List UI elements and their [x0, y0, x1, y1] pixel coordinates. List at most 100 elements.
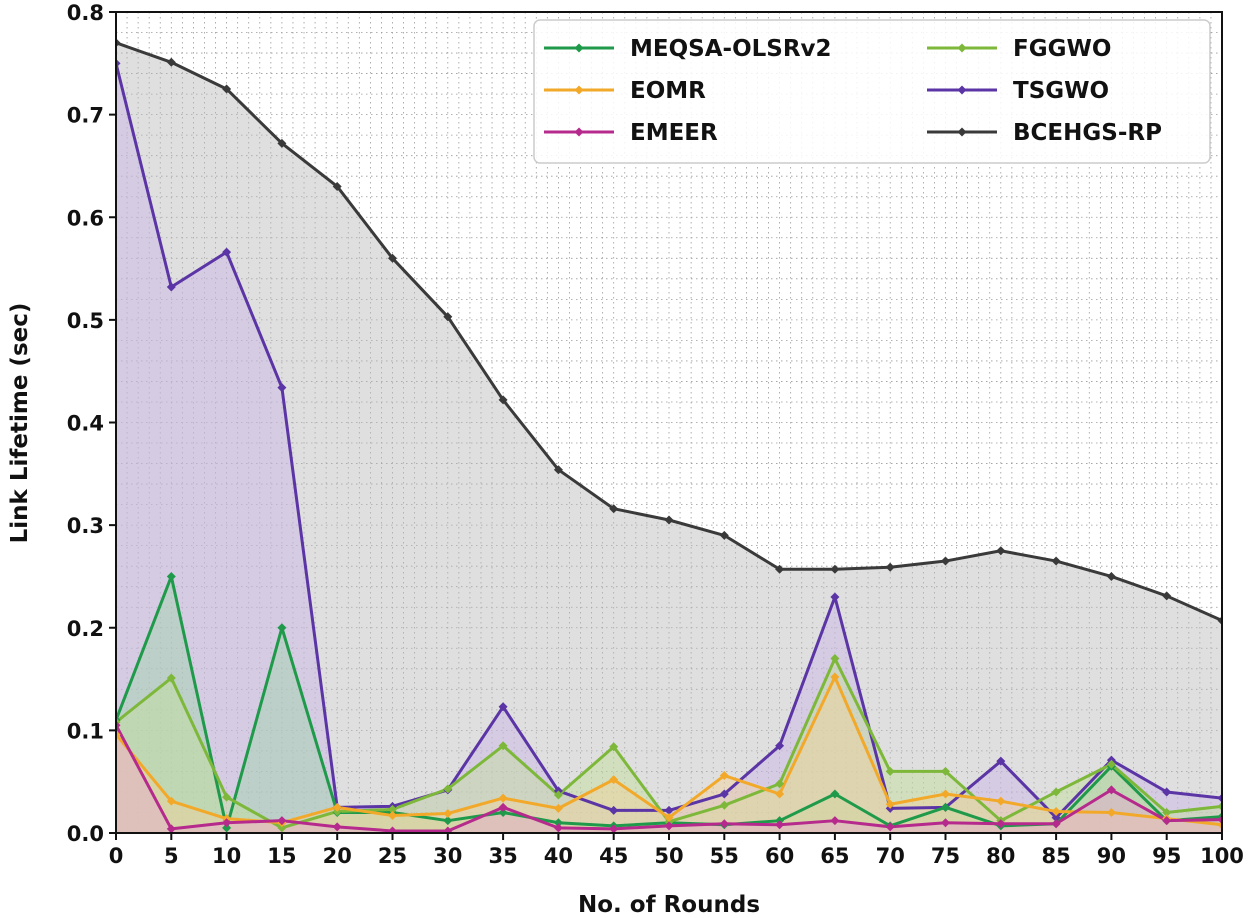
- x-tick-label: 80: [986, 844, 1015, 868]
- point-eomr: [941, 789, 950, 799]
- x-tick-label: 60: [765, 844, 794, 868]
- area-emeer: [116, 725, 1222, 833]
- point-eomr: [388, 811, 397, 821]
- point-tsgwo: [996, 756, 1006, 766]
- point-eomr: [332, 802, 342, 812]
- point-bcehgs-rp: [1162, 591, 1172, 601]
- point-tsgwo: [1162, 787, 1172, 797]
- point-bcehgs-rp: [222, 84, 232, 94]
- point-emeer: [1217, 815, 1222, 825]
- point-meqsa-olsrv2: [166, 571, 176, 581]
- point-fggwo: [1162, 807, 1172, 817]
- area-fggwo: [116, 658, 1222, 833]
- point-bcehgs-rp: [388, 253, 397, 263]
- point-fggwo: [830, 654, 840, 664]
- point-fggwo: [388, 804, 397, 814]
- y-tick-label: 0.2: [67, 617, 104, 641]
- point-tsgwo: [1217, 793, 1222, 803]
- point-eomr: [775, 789, 785, 799]
- series-points: [116, 38, 1222, 833]
- legend-label-eomr: EOMR: [630, 78, 706, 104]
- point-emeer: [885, 822, 895, 832]
- legend-marker-eomr: [574, 85, 584, 95]
- point-meqsa-olsrv2: [222, 823, 232, 833]
- x-tick-label: 75: [931, 844, 960, 868]
- point-bcehgs-rp: [1217, 616, 1222, 626]
- legend-marker-tsgwo: [957, 85, 967, 95]
- x-tick-label: 25: [378, 844, 407, 868]
- x-tick-label: 35: [488, 844, 517, 868]
- point-fggwo: [498, 741, 508, 751]
- y-tick-label: 0.3: [67, 514, 104, 538]
- y-tick-label: 0.0: [67, 822, 104, 846]
- point-bcehgs-rp: [443, 312, 453, 322]
- point-tsgwo: [775, 741, 785, 751]
- area-tsgwo: [116, 63, 1222, 833]
- point-emeer: [609, 824, 619, 833]
- legend-label-emeer: EMEER: [630, 120, 718, 146]
- point-emeer: [277, 816, 287, 826]
- point-bcehgs-rp: [332, 181, 342, 191]
- point-bcehgs-rp: [498, 395, 508, 405]
- x-axis-ticks: 0 5 10 15 20 25 30 35 40 45 50 55 60 65 70 75 80 85 90 95 10…: [109, 833, 1244, 868]
- x-tick-label: 30: [433, 844, 462, 868]
- point-fggwo: [553, 790, 563, 800]
- grid-lines: [115, 11, 1223, 834]
- point-eomr: [996, 796, 1006, 806]
- point-tsgwo: [664, 805, 674, 815]
- point-meqsa-olsrv2: [277, 623, 287, 633]
- point-bcehgs-rp: [885, 562, 895, 572]
- y-tick-label: 0.8: [67, 1, 104, 25]
- point-tsgwo: [116, 58, 121, 68]
- point-eomr: [664, 813, 674, 823]
- x-tick-label: 50: [654, 844, 683, 868]
- point-emeer: [1106, 785, 1116, 795]
- y-tick-label: 0.7: [67, 104, 104, 128]
- point-eomr: [1106, 807, 1116, 817]
- point-bcehgs-rp: [277, 138, 287, 148]
- legend: MEQSA-OLSRv2 EOMR EMEER FGGWO TSGWO BCEHGS-RP: [533, 19, 1211, 164]
- point-bcehgs-rp: [1106, 571, 1116, 581]
- x-tick-label: 55: [710, 844, 739, 868]
- point-fggwo: [885, 766, 895, 776]
- point-tsgwo: [498, 702, 508, 712]
- point-emeer: [553, 823, 563, 833]
- point-bcehgs-rp: [941, 556, 950, 566]
- legend-label-fggwo: FGGWO: [1013, 36, 1111, 62]
- point-meqsa-olsrv2: [443, 816, 453, 826]
- legend-marker-emeer: [574, 127, 584, 137]
- point-tsgwo: [609, 805, 619, 815]
- legend-label-bcehgs-rp: BCEHGS-RP: [1013, 120, 1162, 146]
- point-emeer: [388, 826, 397, 833]
- point-fggwo: [443, 784, 453, 794]
- point-bcehgs-rp: [609, 504, 619, 514]
- point-tsgwo: [830, 592, 840, 602]
- x-tick-label: 10: [212, 844, 241, 868]
- point-emeer: [166, 824, 176, 833]
- point-emeer: [775, 820, 785, 830]
- x-axis-label: No. of Rounds: [578, 892, 760, 918]
- point-eomr: [830, 672, 840, 682]
- point-eomr: [166, 796, 176, 806]
- point-tsgwo: [222, 247, 232, 257]
- point-bcehgs-rp: [553, 465, 563, 475]
- point-eomr: [885, 799, 895, 809]
- x-tick-label: 45: [599, 844, 628, 868]
- point-eomr: [1051, 806, 1061, 816]
- point-meqsa-olsrv2: [498, 807, 508, 817]
- legend-marker-meqsa-olsrv2: [574, 43, 584, 53]
- x-tick-label: 0: [109, 844, 124, 868]
- point-fggwo: [609, 742, 619, 752]
- point-emeer: [222, 818, 232, 828]
- point-bcehgs-rp: [719, 530, 729, 540]
- point-tsgwo: [166, 282, 176, 292]
- y-axis-label: Link Lifetime (sec): [7, 303, 33, 544]
- x-tick-label: 85: [1041, 844, 1070, 868]
- point-fggwo: [719, 800, 729, 810]
- point-emeer: [941, 818, 950, 828]
- point-meqsa-olsrv2: [553, 818, 563, 828]
- point-eomr: [443, 809, 453, 819]
- point-emeer: [996, 819, 1006, 829]
- point-fggwo: [222, 792, 232, 802]
- legend-label-tsgwo: TSGWO: [1013, 78, 1109, 104]
